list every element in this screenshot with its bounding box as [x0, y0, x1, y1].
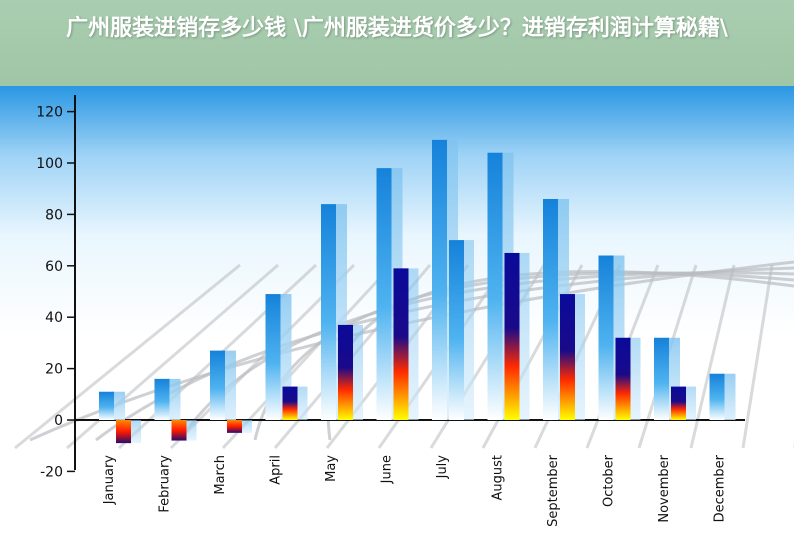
bar-series-2	[560, 294, 575, 420]
x-tick-label: August	[491, 455, 506, 501]
x-tick-label: July	[435, 455, 450, 480]
bar-shadow	[684, 386, 696, 420]
x-axis-labels: January February March April May June July Augu…	[102, 454, 728, 527]
bar-shadow	[573, 294, 585, 420]
bar-shadow	[517, 252, 530, 420]
bar-series-1	[99, 391, 114, 420]
y-tick-label: 120	[36, 105, 63, 121]
bar-series-1	[432, 139, 447, 420]
y-tick-label: 100	[36, 156, 63, 172]
bar-shadow	[112, 391, 125, 420]
bar-series-2	[116, 420, 131, 444]
bar-series-2	[282, 386, 298, 420]
bar-series-1	[154, 378, 170, 420]
bar-shadow	[167, 378, 181, 420]
x-tick-label: June	[380, 455, 395, 484]
bar-series-2	[671, 386, 686, 420]
bar-series-1	[709, 373, 725, 420]
x-tick-label: February	[158, 455, 173, 513]
bar-series-1	[487, 152, 503, 420]
bars-layer	[99, 139, 736, 444]
x-tick-label: September	[546, 454, 561, 527]
bar-series-1	[543, 198, 558, 420]
x-tick-label: March	[213, 455, 228, 495]
bar-shadow	[406, 268, 419, 420]
title-banner: 广州服装进销存多少钱 \广州服装进货价多少？进销存利润计算秘籍\	[0, 0, 794, 86]
x-tick-label: May	[324, 455, 339, 482]
x-tick-label: December	[713, 454, 728, 522]
bar-series-1	[598, 255, 614, 420]
y-tick-label: -20	[40, 464, 63, 480]
grid-line	[221, 263, 394, 450]
bar-series-1	[376, 168, 392, 420]
y-tick-label: 60	[45, 259, 63, 275]
bar-series-1	[210, 350, 225, 420]
bar-series-2	[449, 240, 464, 420]
grid-line	[741, 264, 774, 449]
bar-shadow	[240, 420, 252, 433]
grid-line	[689, 264, 736, 449]
page-title: 广州服装进销存多少钱 \广州服装进货价多少？进销存利润计算秘籍\	[66, 16, 728, 41]
x-tick-label: October	[602, 454, 617, 507]
y-tick-label: 40	[45, 310, 63, 326]
x-tick-label: April	[269, 455, 284, 485]
bar-series-2	[504, 252, 520, 420]
bar-shadow	[295, 386, 308, 420]
bar-shadow	[462, 240, 474, 420]
bar-shadow	[223, 350, 236, 420]
y-tick-label: 20	[45, 362, 63, 378]
bar-series-1	[654, 337, 669, 420]
bar-shadow	[129, 420, 141, 444]
bar-series-2	[338, 324, 353, 420]
x-tick-label: January	[102, 455, 117, 506]
bar-series-2	[171, 420, 187, 441]
bar-shadow	[628, 337, 641, 420]
bar-series-1	[321, 204, 336, 420]
y-tick-label: 80	[45, 207, 63, 223]
bar-shadow	[722, 373, 736, 420]
x-tick-label: November	[657, 454, 672, 522]
bar-series-2	[393, 268, 409, 420]
bar-shadow	[184, 420, 197, 441]
bar-shadow	[351, 324, 363, 420]
y-tick-label: 0	[54, 413, 63, 429]
bar-series-2	[227, 420, 242, 433]
bar-series-2	[615, 337, 631, 420]
bar-series-1	[265, 294, 281, 420]
grid-line	[14, 263, 241, 450]
